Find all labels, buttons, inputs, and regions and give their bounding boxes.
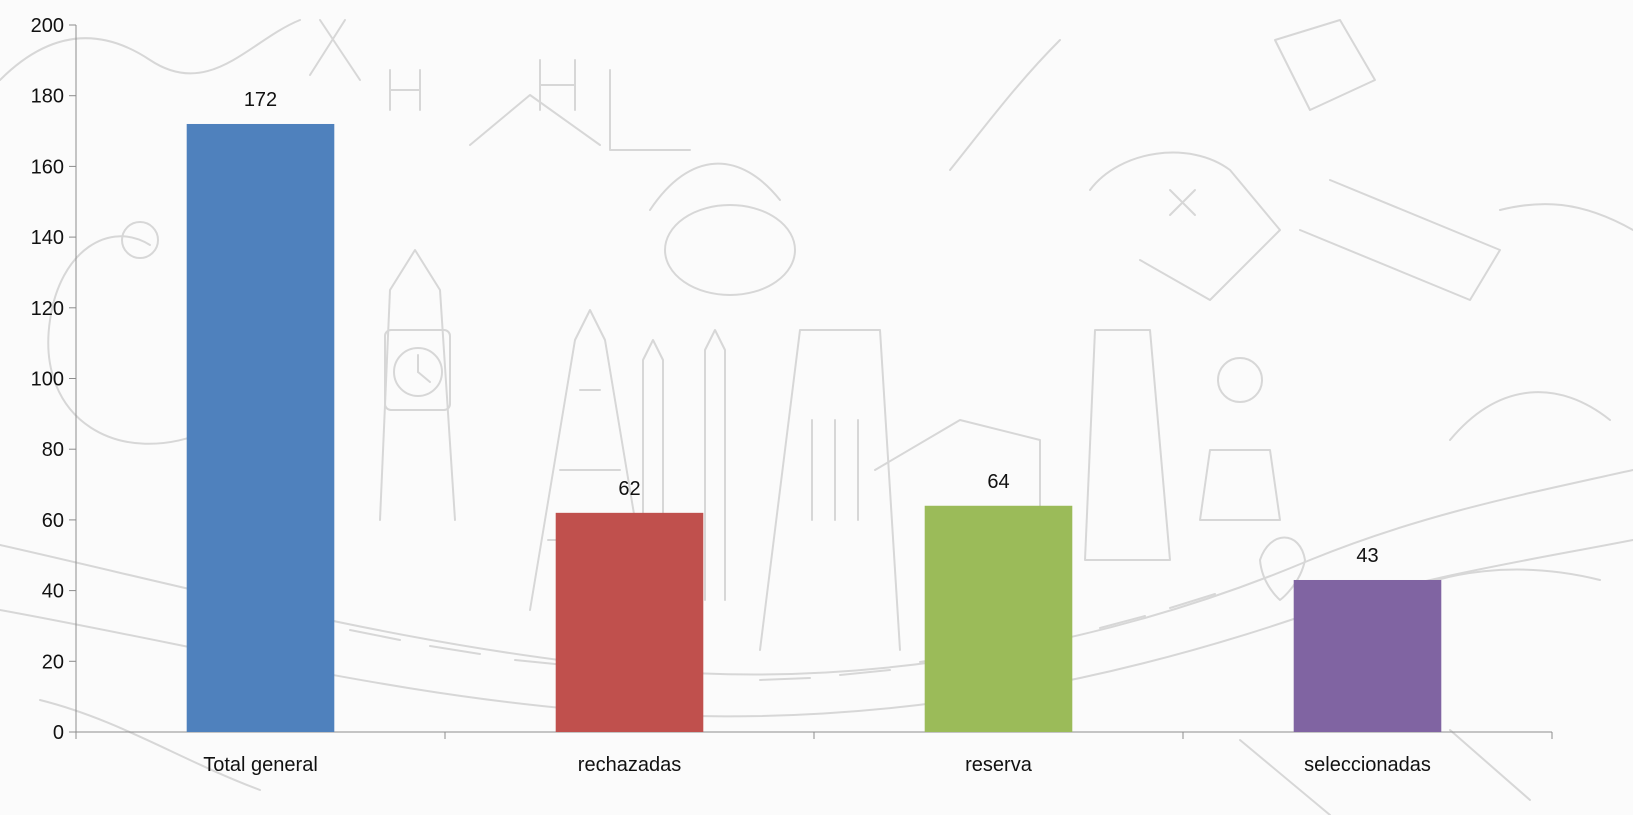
x-tick-label: seleccionadas	[1304, 754, 1431, 776]
x-tick-label: reserva	[965, 754, 1033, 776]
data-label: 43	[1356, 545, 1378, 567]
data-label: 172	[244, 89, 277, 111]
y-tick-label: 140	[31, 227, 64, 249]
labels-layer: 172 Total general 62 rechazadas 64 reserva 43 s…	[203, 89, 1431, 776]
y-tick-label: 160	[31, 156, 64, 178]
data-label: 64	[987, 471, 1009, 493]
y-tick-label: 180	[31, 86, 64, 108]
x-tick-label: rechazadas	[578, 754, 681, 776]
x-tick-label: Total general	[203, 754, 318, 776]
y-tick-label: 60	[42, 510, 64, 532]
data-label: 62	[618, 478, 640, 500]
y-tick-label: 200	[31, 15, 64, 37]
bar-total-general	[186, 123, 335, 733]
y-tick-label: 100	[31, 369, 64, 391]
y-tick-label: 0	[53, 722, 64, 744]
bar-seleccionadas	[1293, 579, 1442, 732]
bar-reserva	[924, 505, 1073, 732]
bars-layer	[186, 123, 1442, 733]
y-tick-label: 80	[42, 439, 64, 461]
bar-rechazadas	[555, 512, 704, 732]
y-tick-label: 20	[42, 651, 64, 673]
y-tick-label: 120	[31, 298, 64, 320]
y-tick-label: 40	[42, 581, 64, 603]
